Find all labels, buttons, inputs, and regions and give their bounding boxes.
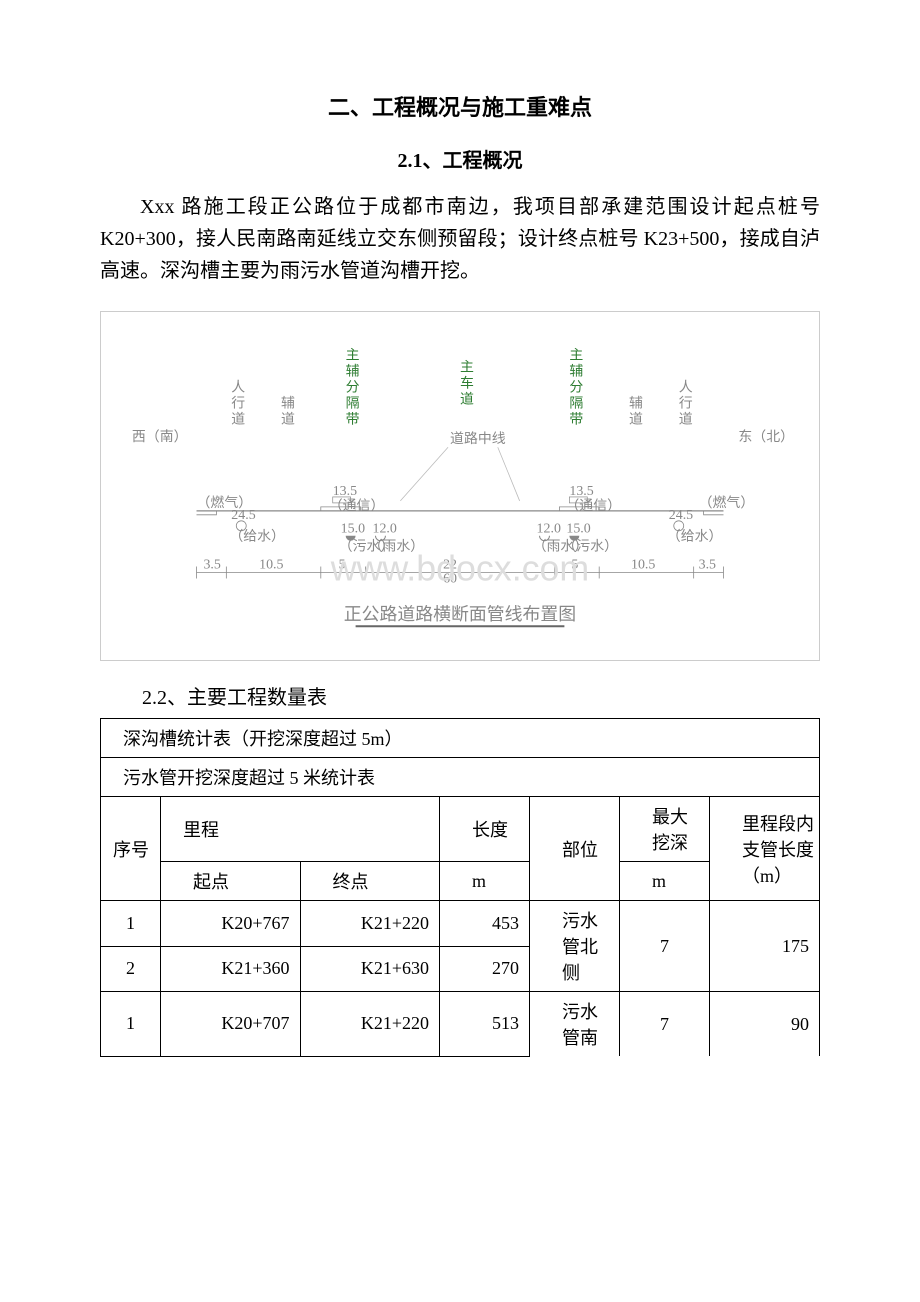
cell-branch: 175 <box>710 901 820 992</box>
table-row: 序号 里程 长度 部位 最大挖深 里程段内支管长度（m） <box>101 797 820 862</box>
th-branch: 里程段内支管长度（m） <box>710 797 820 901</box>
th-mileage: 里程 <box>161 797 440 862</box>
cell-maxdepth: 7 <box>620 992 710 1057</box>
dim-15-l: 15.0 <box>341 522 365 537</box>
cell-part: 污水管南 <box>530 992 620 1057</box>
section-2-2: 2.2、主要工程数量表 <box>142 681 820 710</box>
cell-length: 453 <box>440 901 530 947</box>
cell-end: K21+220 <box>300 901 440 947</box>
dim-35-l: 3.5 <box>203 558 220 573</box>
th-maxdepth: 最大挖深 <box>620 797 710 862</box>
dim-13-5-l: 13.5 <box>333 484 357 499</box>
title-main: 二、工程概况与施工重难点 <box>100 90 820 122</box>
txt-tongxin-r: （通信） <box>565 498 621 514</box>
label-renxingdao-l: 人行道 <box>231 380 245 428</box>
th-seq: 序号 <box>101 797 161 901</box>
th-length: 长度 <box>440 797 530 862</box>
title-sub: 2.1、工程概况 <box>100 144 820 173</box>
table-row: 1 K20+707 K21+220 513 污水管南 7 90 <box>101 992 820 1057</box>
cell-start: K20+767 <box>161 901 301 947</box>
overview-paragraph: Xxx 路施工段正公路位于成都市南边，我项目部承建范围设计起点桩号 K20+30… <box>100 191 820 287</box>
table-row: 深沟槽统计表（开挖深度超过 5m） <box>101 719 820 758</box>
table-caption-2: 污水管开挖深度超过 5 米统计表 <box>101 758 820 797</box>
th-depth-unit: m <box>620 862 710 901</box>
quantity-table: 深沟槽统计表（开挖深度超过 5m） 污水管开挖深度超过 5 米统计表 序号 里程… <box>100 718 820 1057</box>
txt-ranqi-r: （燃气） <box>699 494 755 511</box>
dim-12-l: 12.0 <box>373 522 397 537</box>
label-zhufufen-r: 主辅分隔带 <box>569 348 583 428</box>
cell-length: 513 <box>440 992 530 1057</box>
table-caption-1: 深沟槽统计表（开挖深度超过 5m） <box>101 719 820 758</box>
watermark: www.bdocx.com <box>330 548 590 588</box>
cell-start: K20+707 <box>161 992 301 1057</box>
table-row: 1 K20+767 K21+220 453 污水管北侧 7 175 <box>101 901 820 947</box>
diagram-caption: 正公路道路横断面管线布置图 <box>344 604 576 624</box>
dim-105-r: 10.5 <box>631 558 655 573</box>
label-west: 西（南） <box>132 429 188 445</box>
th-part: 部位 <box>530 797 620 901</box>
cell-part: 污水管北侧 <box>530 901 620 992</box>
cell-end: K21+220 <box>300 992 440 1057</box>
cell-length: 270 <box>440 946 530 992</box>
txt-geishui-r: （给水） <box>667 529 723 545</box>
diagram-svg: 西（南） 东（北） 人行道 辅道 主辅分隔带 主车道 道路中线 主辅分隔带 辅道… <box>101 312 819 660</box>
label-renxingdao-r: 人行道 <box>679 380 693 428</box>
th-start: 起点 <box>161 862 301 901</box>
label-fudao-r: 辅道 <box>629 395 643 427</box>
cell-seq: 1 <box>101 992 161 1057</box>
label-east: 东（北） <box>738 429 794 445</box>
cell-end: K21+630 <box>300 946 440 992</box>
cell-seq: 1 <box>101 901 161 947</box>
txt-tongxin-l: （通信） <box>329 498 385 514</box>
label-daoluzx: 道路中线 <box>450 431 506 447</box>
dim-12-r: 12.0 <box>537 522 561 537</box>
th-length-unit: m <box>440 862 530 901</box>
dim-13-5-r: 13.5 <box>569 484 593 499</box>
dim-24-5-l: 24.5 <box>231 508 255 523</box>
table-row: 污水管开挖深度超过 5 米统计表 <box>101 758 820 797</box>
dim-24-5-r: 24.5 <box>669 508 693 523</box>
th-end: 终点 <box>300 862 440 901</box>
dim-35-r: 3.5 <box>699 558 716 573</box>
cell-start: K21+360 <box>161 946 301 992</box>
label-zhuchedao: 主车道 <box>460 360 474 408</box>
cell-seq: 2 <box>101 946 161 992</box>
cross-section-diagram: 西（南） 东（北） 人行道 辅道 主辅分隔带 主车道 道路中线 主辅分隔带 辅道… <box>100 311 820 661</box>
cell-branch: 90 <box>710 992 820 1057</box>
txt-geishui-l: （给水） <box>229 529 285 545</box>
dim-105-l: 10.5 <box>259 558 283 573</box>
cell-maxdepth: 7 <box>620 901 710 992</box>
label-fudao-l: 辅道 <box>281 395 295 427</box>
dim-15-r: 15.0 <box>566 522 590 537</box>
label-zhufufen-l: 主辅分隔带 <box>346 348 360 428</box>
